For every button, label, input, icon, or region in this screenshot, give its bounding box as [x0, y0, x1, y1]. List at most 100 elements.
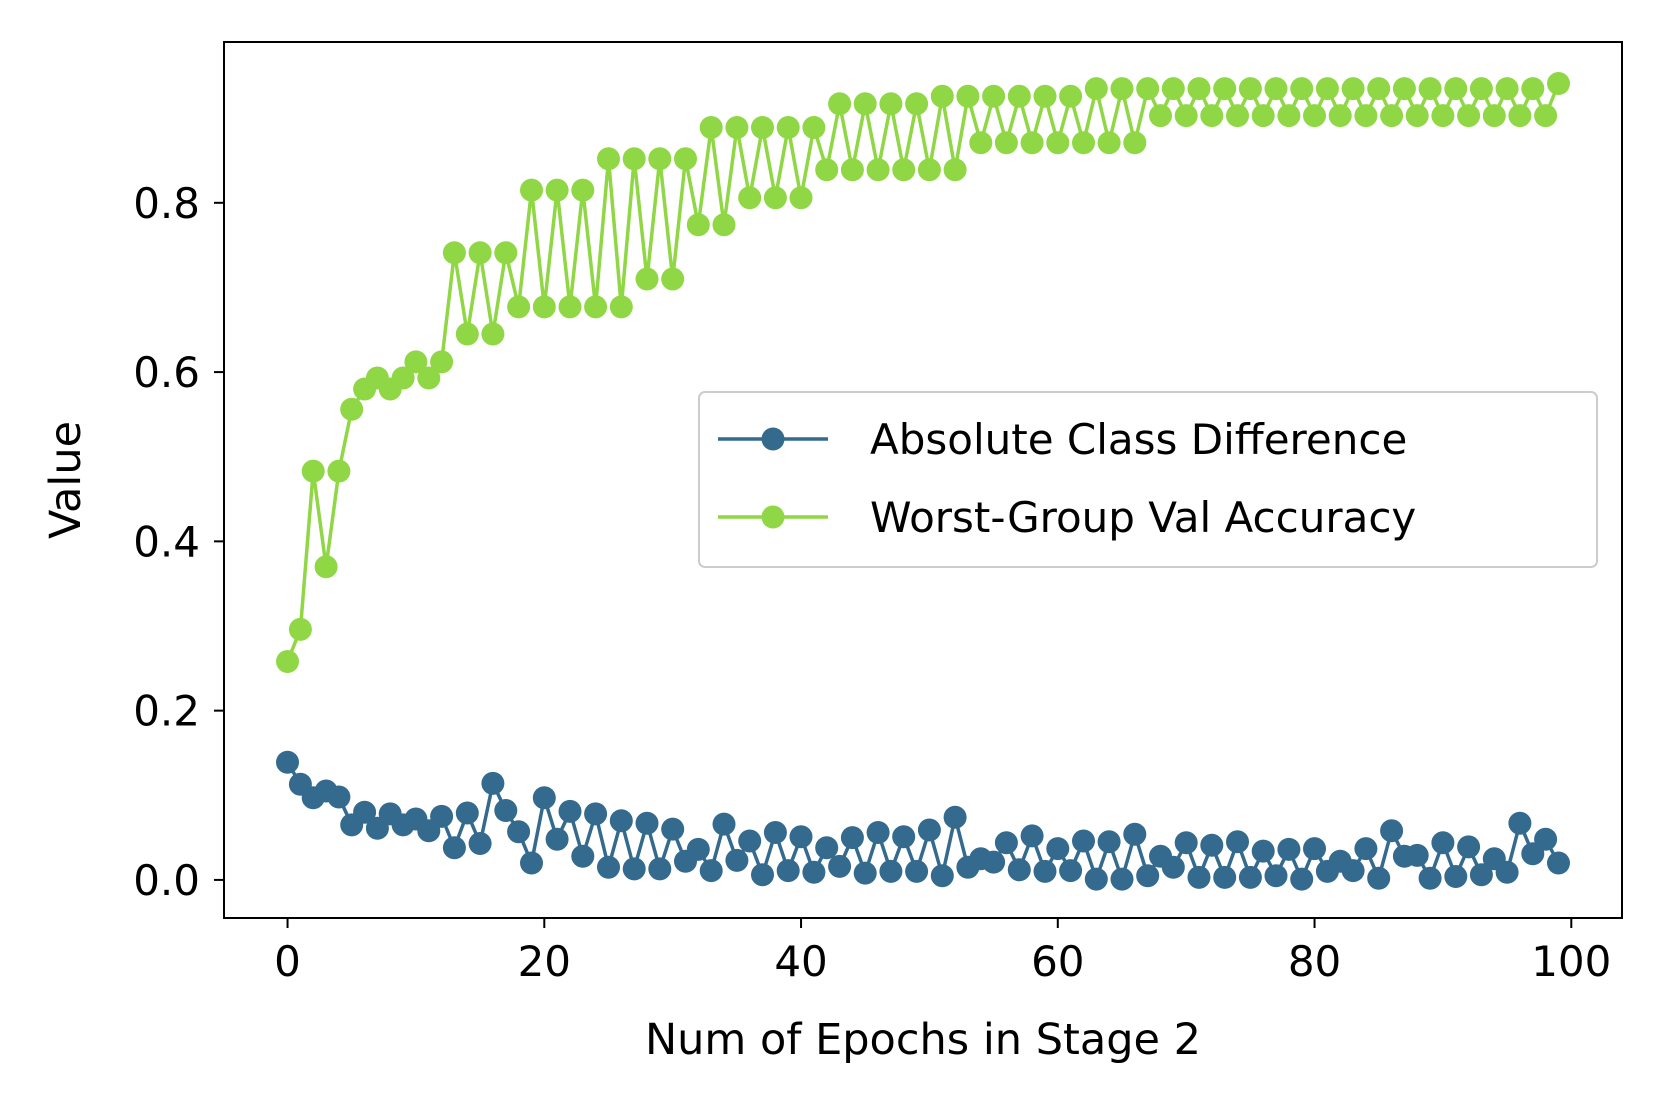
- data-point-worst-group-val-accuracy: [738, 186, 762, 210]
- data-point-absolute-class-difference: [1341, 859, 1365, 883]
- data-point-worst-group-val-accuracy: [840, 158, 864, 182]
- data-point-absolute-class-difference: [648, 857, 672, 881]
- data-point-worst-group-val-accuracy: [597, 147, 620, 171]
- data-point-worst-group-val-accuracy: [1341, 77, 1365, 101]
- data-point-worst-group-val-accuracy: [314, 555, 338, 579]
- data-point-absolute-class-difference: [1097, 830, 1121, 854]
- data-point-absolute-class-difference: [1123, 822, 1147, 846]
- data-point-worst-group-val-accuracy: [1328, 104, 1352, 128]
- data-point-worst-group-val-accuracy: [1418, 77, 1442, 101]
- data-point-absolute-class-difference: [853, 861, 877, 885]
- data-point-worst-group-val-accuracy: [866, 158, 890, 182]
- data-point-worst-group-val-accuracy: [1444, 77, 1468, 101]
- data-point-absolute-class-difference: [327, 785, 351, 809]
- data-point-absolute-class-difference: [1213, 865, 1237, 889]
- data-point-absolute-class-difference: [1046, 837, 1070, 861]
- data-point-absolute-class-difference: [905, 859, 929, 883]
- data-point-worst-group-val-accuracy: [969, 131, 993, 155]
- data-point-absolute-class-difference: [751, 863, 774, 887]
- data-point-absolute-class-difference: [1161, 855, 1185, 879]
- data-point-absolute-class-difference: [1277, 837, 1301, 861]
- data-point-worst-group-val-accuracy: [802, 116, 826, 139]
- data-point-worst-group-val-accuracy: [648, 147, 672, 171]
- data-point-worst-group-val-accuracy: [1392, 77, 1416, 101]
- data-point-worst-group-val-accuracy: [301, 459, 325, 483]
- data-point-absolute-class-difference: [1200, 833, 1224, 857]
- data-point-absolute-class-difference: [686, 837, 710, 861]
- data-point-worst-group-val-accuracy: [442, 241, 466, 265]
- data-point-worst-group-val-accuracy: [1251, 104, 1275, 128]
- data-point-worst-group-val-accuracy: [558, 295, 582, 319]
- legend-marker-worst-group-val-accuracy: [761, 505, 785, 529]
- data-point-worst-group-val-accuracy: [507, 295, 531, 319]
- data-point-absolute-class-difference: [738, 829, 762, 853]
- data-point-worst-group-val-accuracy: [327, 459, 351, 483]
- data-point-absolute-class-difference: [982, 850, 1006, 874]
- data-point-worst-group-val-accuracy: [725, 116, 749, 139]
- legend-label-absolute-class-difference: Absolute Class Difference: [870, 415, 1407, 464]
- data-point-worst-group-val-accuracy: [532, 295, 556, 319]
- data-point-worst-group-val-accuracy: [712, 213, 736, 237]
- data-point-absolute-class-difference: [763, 821, 787, 844]
- data-point-absolute-class-difference: [699, 859, 723, 883]
- data-point-absolute-class-difference: [840, 826, 864, 850]
- data-point-worst-group-val-accuracy: [584, 295, 608, 319]
- data-point-absolute-class-difference: [815, 836, 839, 860]
- data-point-worst-group-val-accuracy: [520, 178, 543, 202]
- y-tick-label: 0.6: [133, 348, 200, 397]
- data-point-worst-group-val-accuracy: [455, 322, 479, 346]
- data-point-worst-group-val-accuracy: [930, 84, 954, 108]
- data-point-worst-group-val-accuracy: [1290, 77, 1314, 101]
- data-point-absolute-class-difference: [776, 859, 800, 883]
- data-point-absolute-class-difference: [468, 832, 492, 855]
- legend-marker-absolute-class-difference: [761, 427, 785, 451]
- x-axis-label: Num of Epochs in Stage 2: [645, 1015, 1201, 1065]
- data-point-worst-group-val-accuracy: [1354, 104, 1378, 128]
- data-point-absolute-class-difference: [430, 804, 454, 828]
- data-point-worst-group-val-accuracy: [1508, 104, 1532, 128]
- data-point-absolute-class-difference: [635, 811, 659, 835]
- data-point-absolute-class-difference: [789, 825, 813, 849]
- data-point-absolute-class-difference: [712, 812, 736, 836]
- y-tick-label: 0.4: [133, 517, 200, 566]
- data-point-absolute-class-difference: [1264, 864, 1288, 888]
- data-point-worst-group-val-accuracy: [481, 322, 505, 346]
- data-point-worst-group-val-accuracy: [1405, 104, 1429, 128]
- axes: 0 20 40 60 80 100 0.0 0.2 0.4 0.6 0.8 Num of Epochs…: [41, 41, 1623, 1065]
- data-point-worst-group-val-accuracy: [1174, 104, 1198, 128]
- data-point-absolute-class-difference: [584, 802, 608, 826]
- data-point-worst-group-val-accuracy: [892, 158, 916, 182]
- data-point-worst-group-val-accuracy: [879, 92, 903, 116]
- data-point-absolute-class-difference: [879, 859, 903, 883]
- data-point-absolute-class-difference: [1380, 819, 1404, 843]
- data-point-worst-group-val-accuracy: [391, 366, 415, 390]
- data-point-absolute-class-difference: [1508, 811, 1532, 835]
- data-point-absolute-class-difference: [1405, 843, 1429, 867]
- data-point-absolute-class-difference: [558, 799, 582, 823]
- data-point-worst-group-val-accuracy: [430, 350, 454, 374]
- data-point-worst-group-val-accuracy: [674, 147, 697, 171]
- data-point-worst-group-val-accuracy: [751, 116, 774, 139]
- x-tick-label: 20: [518, 937, 571, 986]
- data-point-absolute-class-difference: [353, 800, 377, 824]
- data-point-absolute-class-difference: [494, 799, 518, 822]
- data-point-worst-group-val-accuracy: [1534, 104, 1558, 128]
- data-point-worst-group-val-accuracy: [853, 92, 877, 116]
- plot-frame: [223, 41, 1623, 919]
- x-tick-label: 100: [1531, 937, 1611, 986]
- data-point-worst-group-val-accuracy: [1213, 77, 1237, 101]
- data-point-worst-group-val-accuracy: [340, 397, 364, 421]
- data-point-worst-group-val-accuracy: [828, 92, 852, 116]
- data-point-absolute-class-difference: [520, 851, 543, 875]
- data-point-worst-group-val-accuracy: [982, 84, 1006, 108]
- data-point-absolute-class-difference: [892, 825, 916, 849]
- data-point-absolute-class-difference: [1174, 831, 1198, 855]
- data-point-worst-group-val-accuracy: [468, 241, 492, 265]
- data-point-worst-group-val-accuracy: [1046, 131, 1070, 155]
- series-worst-group-val-accuracy: [276, 72, 1570, 673]
- series-absolute-class-difference: [276, 750, 1570, 891]
- data-point-absolute-class-difference: [455, 801, 479, 825]
- data-point-absolute-class-difference: [1007, 858, 1031, 882]
- data-point-worst-group-val-accuracy: [917, 158, 941, 182]
- data-point-absolute-class-difference: [481, 771, 505, 795]
